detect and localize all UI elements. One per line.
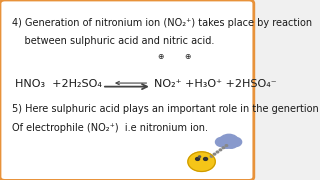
Text: between sulphuric acid and nitric acid.: between sulphuric acid and nitric acid.: [12, 36, 215, 46]
Circle shape: [188, 152, 215, 172]
Circle shape: [196, 158, 200, 160]
Circle shape: [220, 134, 238, 148]
Circle shape: [229, 137, 242, 147]
Text: NO₂⁺ +H₃O⁺ +2HSO₄⁻: NO₂⁺ +H₃O⁺ +2HSO₄⁻: [154, 79, 277, 89]
Text: 5) Here sulphuric acid plays an important role in the genertion: 5) Here sulphuric acid plays an importan…: [12, 104, 319, 114]
Circle shape: [199, 156, 201, 157]
Text: HNO₃  +2H₂SO₄: HNO₃ +2H₂SO₄: [15, 79, 102, 89]
Text: ⊕: ⊕: [185, 52, 191, 61]
Circle shape: [222, 147, 225, 149]
Circle shape: [219, 149, 222, 151]
Circle shape: [216, 151, 219, 153]
Circle shape: [204, 158, 208, 160]
Text: Of electrophile (NO₂⁺)  i.e nitronium ion.: Of electrophile (NO₂⁺) i.e nitronium ion…: [12, 123, 208, 133]
Text: ⊕: ⊕: [157, 52, 164, 61]
Circle shape: [226, 140, 237, 148]
Circle shape: [215, 137, 228, 147]
Circle shape: [213, 153, 216, 155]
Circle shape: [210, 155, 213, 157]
Text: 4) Generation of nitronium ion (NO₂⁺) takes place by reaction: 4) Generation of nitronium ion (NO₂⁺) ta…: [12, 18, 313, 28]
Circle shape: [225, 145, 228, 147]
Circle shape: [221, 140, 232, 148]
FancyBboxPatch shape: [0, 0, 254, 180]
